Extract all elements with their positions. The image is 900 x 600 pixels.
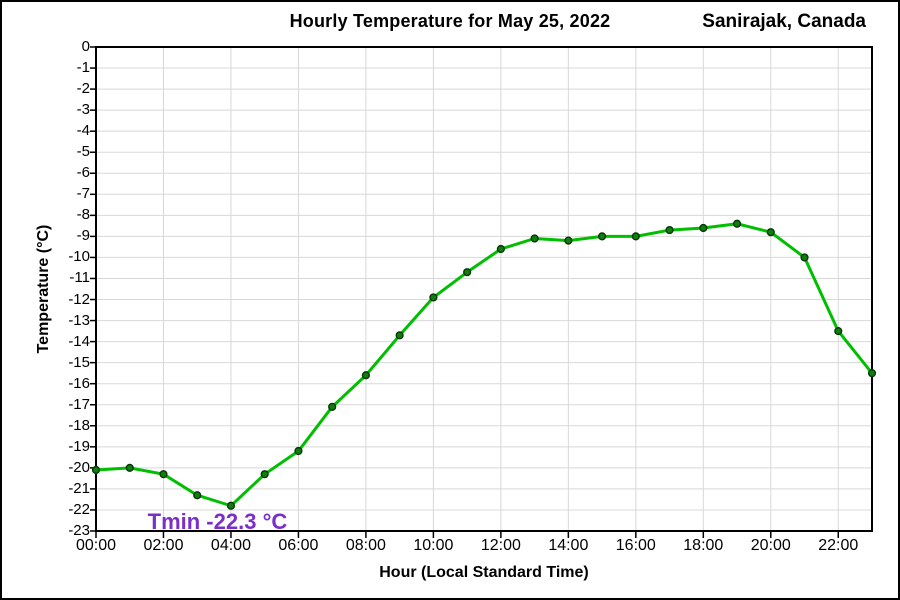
y-tick-label: -16 xyxy=(68,374,90,392)
station-name: Sanirajak, Canada xyxy=(702,11,866,32)
data-point-marker xyxy=(159,470,168,479)
x-tick-label: 14:00 xyxy=(548,537,589,554)
plot-border xyxy=(95,46,873,532)
data-point-marker xyxy=(260,470,269,479)
x-tick-label: 22:00 xyxy=(818,537,859,554)
tmin-annotation: Tmin -22.3 °C xyxy=(147,508,288,534)
data-point-marker xyxy=(766,228,775,237)
y-tick-label: -21 xyxy=(68,479,90,497)
y-tick-label: -23 xyxy=(68,522,90,539)
data-point-marker xyxy=(328,402,337,411)
x-tick-label: 18:00 xyxy=(683,537,724,554)
y-tick-label: -18 xyxy=(68,416,90,434)
data-point-marker xyxy=(395,331,404,340)
x-tick-label: 20:00 xyxy=(750,537,791,554)
data-point-marker xyxy=(732,219,742,228)
chart-title: Hourly Temperature for May 25, 2022 xyxy=(289,11,611,31)
y-tick-label: -19 xyxy=(68,437,90,455)
y-tick-label: -2 xyxy=(76,80,90,98)
data-point-marker xyxy=(800,253,809,262)
y-tick-label: -6 xyxy=(76,164,90,182)
data-point-marker xyxy=(463,268,472,277)
data-point-marker xyxy=(361,371,371,380)
data-point-marker xyxy=(834,326,843,336)
y-tick-label: -7 xyxy=(76,185,90,203)
data-point-marker xyxy=(631,232,640,241)
y-tick-label: -12 xyxy=(68,290,90,308)
temperature-line xyxy=(94,222,874,508)
data-point-marker xyxy=(193,491,202,500)
data-point-marker xyxy=(665,225,674,235)
x-tick-label: 08:00 xyxy=(345,537,386,554)
data-point-marker xyxy=(125,463,134,472)
data-point-marker xyxy=(294,446,303,456)
x-tick-label: 10:00 xyxy=(413,537,454,554)
data-point-marker xyxy=(530,234,539,243)
x-tick-label: 12:00 xyxy=(480,537,521,554)
y-tick-label: -13 xyxy=(68,311,90,329)
x-tick-label: 06:00 xyxy=(278,537,319,554)
y-tick-label: -5 xyxy=(76,143,90,161)
data-point-marker xyxy=(496,244,505,254)
x-tick-label: 16:00 xyxy=(615,537,656,554)
y-tick-label: -1 xyxy=(76,59,90,77)
data-point-marker xyxy=(226,501,236,510)
y-tick-label: -8 xyxy=(76,206,90,224)
data-point-marker xyxy=(699,223,708,233)
y-tick-label: -22 xyxy=(68,500,90,518)
y-tick-label: -11 xyxy=(69,269,90,287)
y-tick-label: -17 xyxy=(68,395,90,413)
x-tick-label: 04:00 xyxy=(210,537,251,554)
data-point-marker xyxy=(564,236,573,245)
y-tick-label: -15 xyxy=(68,353,90,371)
y-tick-label: -3 xyxy=(76,101,90,119)
x-axis-title: Hour (Local Standard Time) xyxy=(379,564,589,581)
y-tick-label: 0 xyxy=(81,38,90,55)
x-tick-label: 02:00 xyxy=(143,537,184,554)
x-tick-label: 00:00 xyxy=(75,537,117,554)
y-tick-label: -4 xyxy=(76,122,90,140)
data-point-marker xyxy=(867,369,877,378)
y-tick-label: -14 xyxy=(68,332,90,350)
data-point-marker xyxy=(429,293,438,302)
y-tick-label: -9 xyxy=(76,227,90,245)
data-point-marker xyxy=(597,232,607,241)
data-point-marker xyxy=(91,465,101,475)
y-tick-label: -10 xyxy=(68,248,90,266)
y-tick-label: -20 xyxy=(68,458,90,476)
